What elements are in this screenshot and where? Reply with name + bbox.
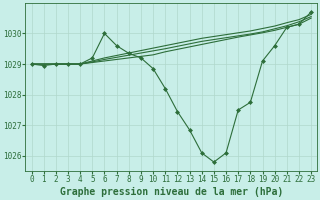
X-axis label: Graphe pression niveau de la mer (hPa): Graphe pression niveau de la mer (hPa) [60,187,283,197]
